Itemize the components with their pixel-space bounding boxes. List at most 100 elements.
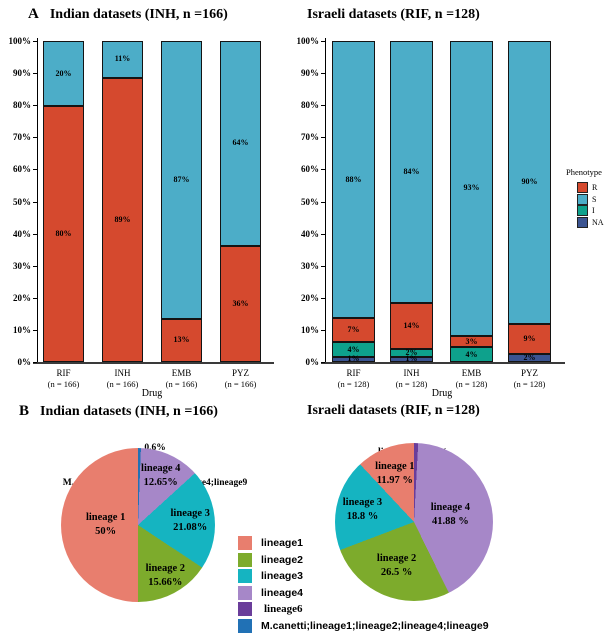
y-tick-mark: [33, 233, 37, 235]
pie-slice-label-lineage-2: lineage 2 26.5 %: [377, 552, 416, 580]
legend-label: R: [592, 183, 598, 192]
bar-segment-r: 89%: [102, 77, 143, 362]
bar-segment-s: 88%: [332, 41, 375, 319]
panel-b-right-title-text: Israeli datasets (RIF, n =128): [307, 403, 480, 418]
category-drug-name: INH: [114, 368, 131, 378]
bar-pyz: 2% 9% 90%: [508, 41, 551, 362]
bar-segment-na: 2%: [508, 353, 551, 362]
category-drug-name: PYZ: [520, 368, 538, 378]
phenotype-legend-title: Phenotype: [566, 167, 602, 177]
y-tick-label: 70%: [13, 132, 31, 143]
y-tick-label: 100%: [8, 36, 32, 46]
y-tick-label: 0%: [305, 357, 320, 367]
y-tick-mark: [321, 265, 325, 267]
y-tick-label: 80%: [13, 100, 31, 111]
bar-rif: 80% 20%: [43, 41, 84, 362]
bar-segment-s: 87%: [161, 41, 202, 319]
panel-b-left-title-text: Indian datasets (INH, n =166): [40, 404, 218, 419]
y-tick-label: 10%: [301, 324, 319, 335]
legend-label: NA: [592, 217, 604, 227]
legend-swatch: [577, 193, 588, 205]
y-tick-label: 20%: [13, 292, 31, 303]
pie-chart-indian: [61, 448, 215, 602]
y-tick-label: 90%: [301, 68, 319, 79]
segment-label: 14%: [403, 321, 420, 330]
y-axis-line: [324, 38, 326, 364]
legend-swatch: [238, 585, 252, 600]
category-drug-name: PYZ: [231, 368, 249, 378]
bar-segment-na: 1%: [390, 355, 433, 363]
panel-b-letter: B: [19, 403, 30, 419]
y-tick-label: 40%: [13, 228, 31, 239]
y-tick-label: 30%: [13, 260, 31, 271]
panel-a-right-title: Israeli datasets (RIF, n =128): [307, 7, 480, 23]
x-axis-line: [321, 362, 565, 364]
segment-label: 3%: [465, 336, 478, 346]
category-label-inh: INH (n = 166): [83, 368, 163, 390]
x-axis-title: Drug: [141, 388, 163, 399]
bar-emb: 4% 3% 93%: [450, 41, 493, 362]
bar-emb: 13% 87%: [161, 41, 202, 362]
pie-slice-name: lineage 3: [342, 497, 383, 509]
y-tick-label: 80%: [301, 100, 319, 111]
pie-slice-label-lineage-1: lineage 1 11.97 %: [375, 460, 414, 488]
legend-label: S: [592, 194, 597, 204]
segment-label: 93%: [463, 183, 480, 193]
segment-label: 64%: [232, 138, 249, 148]
panel-a-letter: A: [28, 6, 39, 22]
segment-label: 4%: [347, 344, 360, 354]
y-tick-label: 30%: [301, 260, 319, 271]
y-tick-label: 20%: [301, 292, 319, 303]
bar-segment-r: 3%: [450, 335, 493, 348]
pie-slice-value: 21.08%: [173, 522, 208, 534]
legend-label: lineage6: [264, 603, 303, 615]
y-tick-mark: [321, 105, 325, 107]
category-drug-name: RIF: [56, 368, 71, 378]
lineage-legend-item-lineage6: lineage6: [238, 602, 489, 616]
bar-pyz: 36% 64%: [220, 41, 261, 362]
bar-segment-r: 36%: [220, 245, 261, 362]
bar-segment-s: 93%: [450, 41, 493, 336]
x-axis-line: [33, 362, 274, 364]
category-drug-name: INH: [403, 368, 420, 378]
segment-label: 1%: [347, 354, 360, 364]
y-tick-label: 100%: [296, 36, 320, 46]
legend-swatch: [238, 602, 252, 616]
pie-slice-label-lineage-3: lineage 3 21.08%: [171, 507, 210, 535]
y-tick-mark: [321, 329, 325, 331]
pie-slice-value: 11.97 %: [376, 474, 413, 486]
category-label-emb: EMB (n = 128): [432, 368, 512, 390]
bar-segment-r: 7%: [332, 318, 375, 343]
y-tick-label: 0%: [17, 357, 32, 367]
phenotype-legend-item-r: R: [577, 182, 604, 193]
y-tick-label: 10%: [13, 324, 31, 335]
lineage-legend-item-lineage1: lineage1: [238, 536, 489, 550]
pie-chart-israeli: [335, 443, 493, 601]
pie-slice-value: 26.5 %: [380, 567, 413, 579]
bar-segment-s: 11%: [102, 41, 143, 78]
category-label-rif: RIF (n = 128): [314, 368, 394, 390]
y-tick-mark: [321, 362, 325, 363]
bar-segment-s: 90%: [508, 41, 551, 324]
y-tick-mark: [321, 169, 325, 171]
pie-slice-label-lineage-2: lineage 2 15.66%: [146, 562, 185, 590]
pie-slice-value: 50%: [95, 526, 117, 538]
bar-segment-r: 14%: [390, 303, 433, 349]
segment-label: 89%: [114, 214, 131, 224]
y-tick-label: 90%: [13, 68, 31, 79]
legend-swatch: [238, 552, 252, 567]
bar-segment-r: 9%: [508, 323, 551, 354]
y-tick-mark: [33, 297, 37, 299]
y-tick-mark: [321, 297, 325, 299]
category-n-label: (n = 128): [513, 379, 546, 389]
pie-slice-name: lineage 2: [376, 553, 417, 565]
bar-inh: 89% 11%: [102, 41, 143, 362]
bar-segment-i: 4%: [450, 347, 493, 362]
y-tick-label: 50%: [13, 196, 31, 207]
phenotype-legend: Phenotype R S I NA: [566, 167, 604, 228]
segment-label: 20%: [55, 68, 72, 78]
category-n-label: (n = 166): [47, 379, 80, 389]
pie-slice-value: 41.88 %: [432, 515, 469, 527]
